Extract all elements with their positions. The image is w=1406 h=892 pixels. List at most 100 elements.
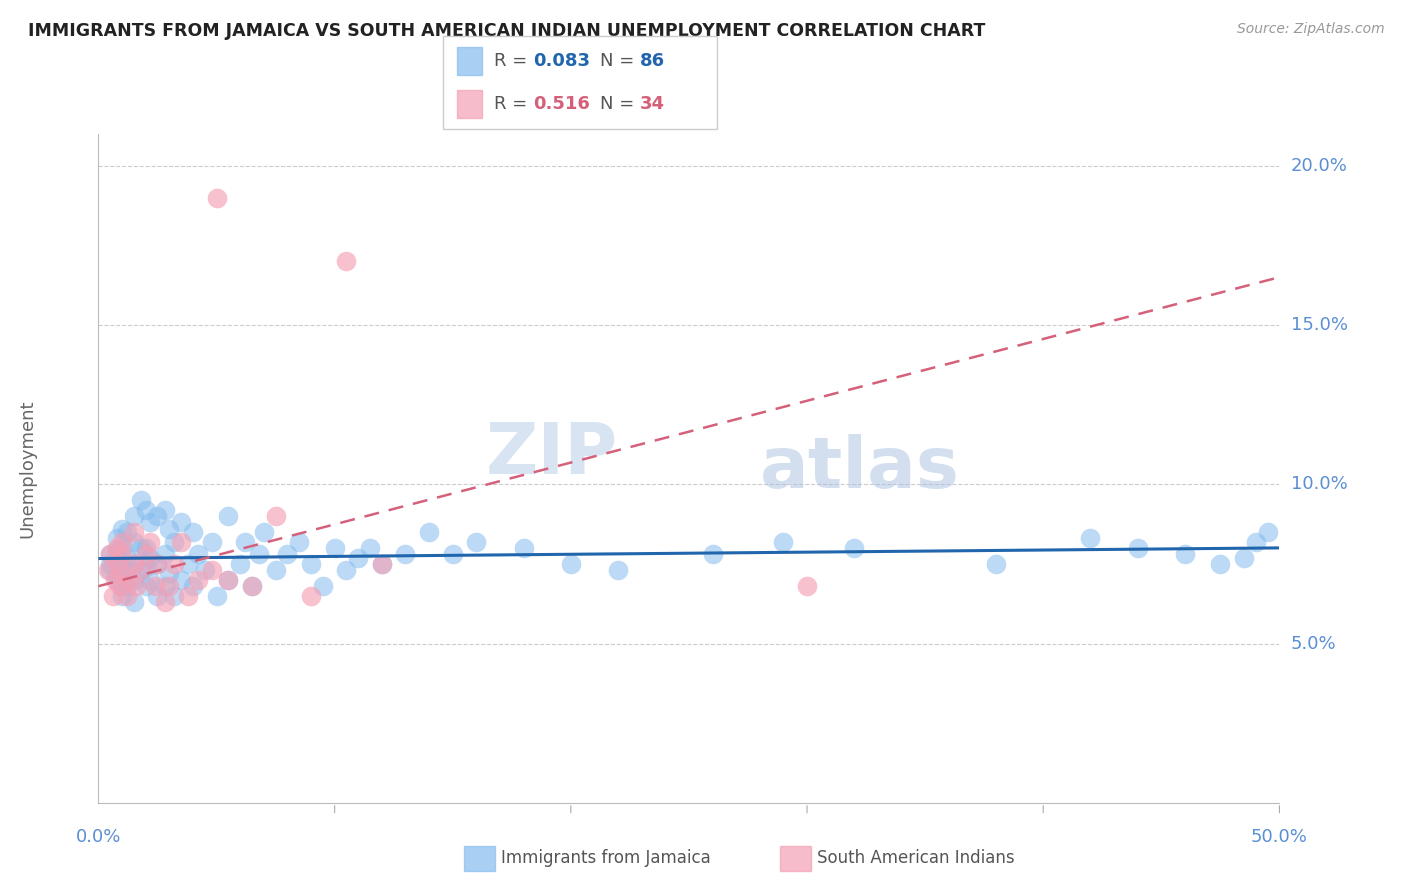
Point (129, 563, 152, 577)
Point (157, 566, 180, 581)
Point (115, 524, 138, 539)
Point (111, 534, 134, 549)
Point (139, 516, 162, 530)
Point (201, 563, 224, 577)
Point (143, 579, 166, 593)
Point (135, 579, 157, 593)
Point (111, 566, 134, 581)
Point (105, 554, 128, 568)
Text: Unemployment: Unemployment (18, 399, 37, 538)
Point (323, 541, 346, 555)
Point (122, 534, 145, 549)
Point (264, 563, 287, 577)
Point (105, 541, 128, 555)
Point (98, 557, 121, 571)
Point (135, 560, 157, 574)
Point (153, 502, 176, 516)
Point (97, 563, 120, 577)
Point (139, 550, 162, 565)
Point (1209, 557, 1232, 571)
Point (153, 547, 176, 561)
Point (101, 589, 124, 603)
Point (418, 524, 440, 539)
Text: ZIP: ZIP (486, 420, 619, 490)
Point (98, 563, 121, 577)
Point (135, 502, 157, 516)
Point (177, 557, 200, 571)
Text: 86: 86 (640, 52, 665, 70)
Point (288, 534, 311, 549)
Point (122, 509, 145, 524)
Text: 15.0%: 15.0% (1291, 316, 1347, 334)
Text: 0.516: 0.516 (533, 95, 589, 113)
Point (135, 547, 157, 561)
Point (111, 566, 134, 581)
Point (217, 509, 239, 524)
Point (702, 547, 724, 561)
Point (371, 557, 394, 571)
Point (125, 579, 148, 593)
Point (170, 534, 193, 549)
Point (844, 541, 866, 555)
Point (105, 544, 128, 558)
Text: N =: N = (600, 95, 640, 113)
Text: 20.0%: 20.0% (1291, 157, 1347, 175)
Point (163, 534, 186, 549)
Text: N =: N = (600, 52, 640, 70)
Point (229, 557, 252, 571)
Point (122, 595, 145, 609)
Text: 0.083: 0.083 (533, 52, 591, 70)
Point (105, 557, 128, 571)
Point (312, 579, 335, 593)
Text: 5.0%: 5.0% (1291, 634, 1336, 653)
Point (1244, 534, 1267, 549)
Point (217, 573, 239, 587)
Text: R =: R = (494, 52, 533, 70)
Point (984, 557, 1007, 571)
Point (111, 589, 134, 603)
Point (105, 532, 128, 546)
Point (194, 563, 217, 577)
Point (187, 573, 209, 587)
Text: 0.0%: 0.0% (76, 828, 121, 846)
Point (129, 493, 152, 508)
Point (111, 522, 134, 536)
Point (153, 579, 176, 593)
Point (139, 573, 162, 587)
Point (371, 557, 394, 571)
Point (772, 534, 794, 549)
Point (1126, 541, 1149, 555)
Point (170, 573, 193, 587)
Point (129, 563, 152, 577)
Point (1233, 550, 1256, 565)
Text: 10.0%: 10.0% (1291, 475, 1347, 493)
Point (253, 524, 276, 539)
Point (247, 547, 270, 561)
Point (111, 579, 134, 593)
Point (115, 579, 138, 593)
Point (1174, 547, 1197, 561)
Point (1257, 524, 1279, 539)
Point (441, 547, 464, 561)
Point (104, 573, 127, 587)
Point (607, 563, 630, 577)
Text: 50.0%: 50.0% (1251, 828, 1308, 846)
Point (115, 550, 138, 565)
Point (135, 541, 157, 555)
Point (177, 589, 200, 603)
Point (105, 566, 128, 581)
Point (111, 541, 134, 555)
Point (299, 557, 322, 571)
Point (146, 557, 169, 571)
Text: atlas: atlas (759, 434, 960, 503)
Text: Immigrants from Jamaica: Immigrants from Jamaica (501, 849, 710, 867)
Point (233, 534, 256, 549)
Point (170, 516, 193, 530)
Point (359, 541, 381, 555)
Point (98, 547, 121, 561)
Point (181, 524, 204, 539)
Point (217, 573, 239, 587)
Point (264, 509, 287, 524)
Point (512, 541, 534, 555)
Point (347, 550, 370, 565)
